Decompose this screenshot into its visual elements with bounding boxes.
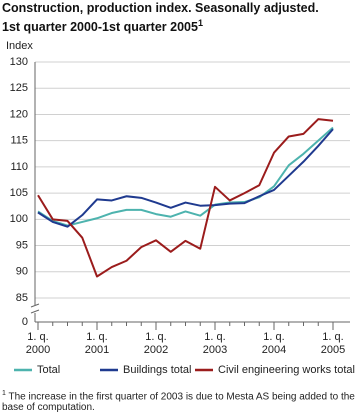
- footnote: 1 The increase in the first quarter of 2…: [2, 388, 357, 413]
- footnote-text: The increase in the first quarter of 200…: [2, 391, 355, 413]
- series-line: [37, 128, 334, 228]
- y-tick-label: 85: [16, 292, 28, 304]
- y-tick-label: 110: [10, 161, 28, 173]
- title-line: Construction, production index. Seasonal…: [2, 1, 319, 15]
- title-line: 1st quarter 2000-1st quarter 2005: [2, 20, 198, 35]
- x-tick-label: 1. q. 2002: [143, 331, 169, 356]
- y-tick-label: 120: [10, 108, 28, 120]
- y-tick-label: 100: [10, 213, 28, 225]
- y-tick-label: 105: [10, 187, 28, 199]
- legend-label: Civil engineering works total: [218, 364, 355, 376]
- x-tick-label: 1. q. 2005: [320, 331, 346, 356]
- y-tick-label: 95: [16, 239, 28, 251]
- y-tick-label: 115: [10, 135, 28, 147]
- x-tick-label: 1. q. 2004: [261, 331, 287, 356]
- series-line: [37, 118, 334, 278]
- axis-break: [31, 305, 39, 313]
- x-tick-label: 1. q. 2000: [25, 331, 51, 356]
- x-tick-label: 1. q. 2003: [202, 331, 228, 356]
- note-marker: 1: [197, 18, 203, 28]
- axis-break: [30, 303, 40, 314]
- series-line: [37, 126, 334, 227]
- y-tick-label: 0: [22, 316, 28, 328]
- y-tick-label: 125: [10, 82, 28, 94]
- y-tick-label: 90: [16, 266, 28, 278]
- y-tick-label: 130: [10, 56, 28, 68]
- y-axis-label: Index: [6, 40, 33, 52]
- footnote-marker: 1: [2, 390, 6, 397]
- legend-label: Buildings total: [123, 364, 192, 376]
- chart-title: Construction, production index. Seasonal…: [2, 1, 319, 35]
- x-tick-label: 1. q. 2001: [84, 331, 110, 356]
- legend-label: Total: [37, 364, 60, 376]
